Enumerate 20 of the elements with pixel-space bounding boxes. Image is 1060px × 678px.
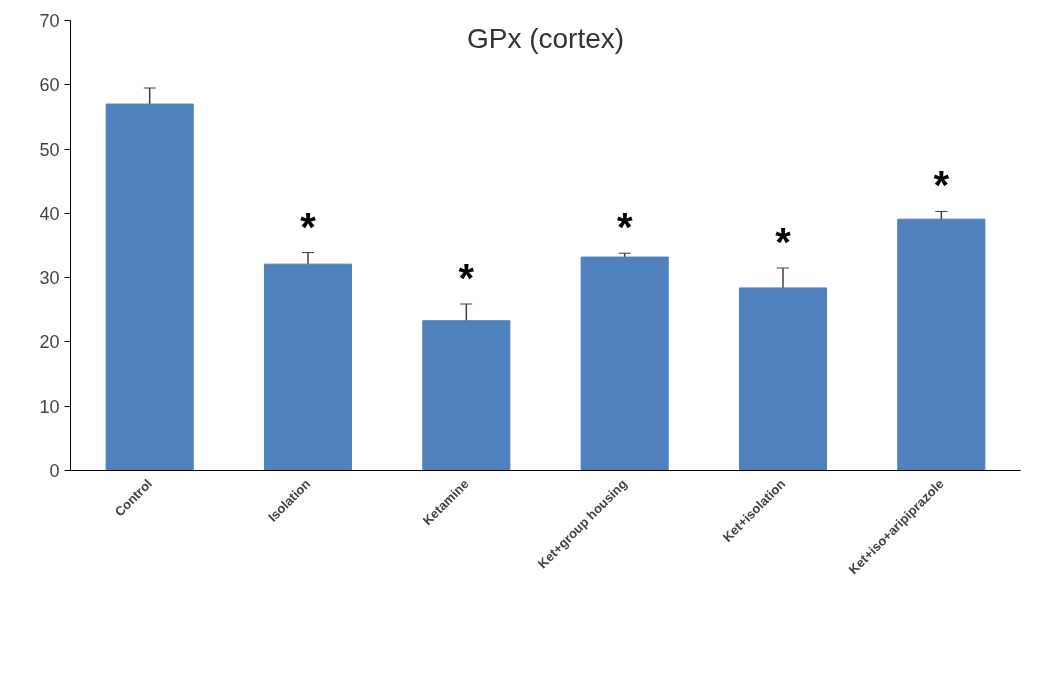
- y-tick-label: 50: [39, 139, 60, 160]
- bar: [263, 263, 353, 471]
- y-tick-label: 0: [49, 461, 60, 481]
- bar: [422, 320, 511, 471]
- data-label: *: [933, 163, 950, 208]
- bar: [105, 103, 194, 471]
- y-tick-label: 10: [39, 396, 60, 417]
- bar: [580, 256, 669, 471]
- y-tick-label: 60: [39, 75, 60, 96]
- data-label: *: [300, 204, 317, 249]
- chart-title: GPx (cortex): [466, 23, 625, 54]
- data-label: *: [458, 256, 475, 300]
- bar: [897, 218, 986, 471]
- data-label: *: [616, 205, 633, 250]
- bar: [738, 287, 828, 471]
- data-label: *: [775, 220, 792, 264]
- y-tick-label: 70: [39, 11, 60, 31]
- y-tick-label: 30: [39, 268, 60, 289]
- y-tick-label: 20: [39, 332, 60, 353]
- y-tick-label: 40: [39, 203, 60, 224]
